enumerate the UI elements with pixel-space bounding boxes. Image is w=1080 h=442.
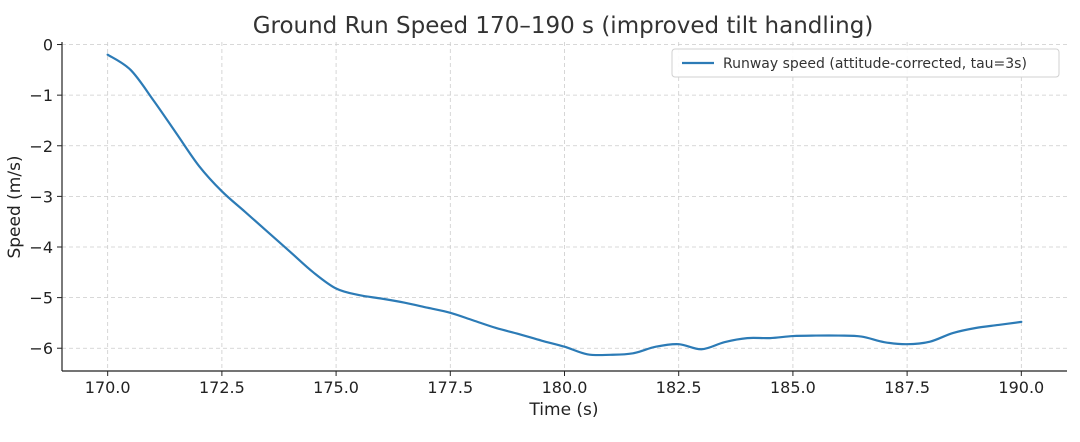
series-line-runway-speed: [106, 53, 1023, 357]
chart-title: Ground Run Speed 170–190 s (improved til…: [253, 13, 874, 39]
y-ticks: 0 −1 −2 −3 −4 −5 −6: [29, 36, 62, 358]
x-tick-label: 180.0: [542, 378, 588, 397]
x-tick-label: 187.5: [884, 378, 930, 397]
x-tick-label: 175.0: [313, 378, 359, 397]
y-tick-label: −5: [29, 289, 53, 308]
x-tick-label: 177.5: [427, 378, 473, 397]
legend-box: [671, 48, 1060, 78]
x-tick-label: 185.0: [770, 378, 816, 397]
x-tick-label: 182.5: [656, 378, 702, 397]
y-axis-label: Speed (m/s): [5, 155, 25, 258]
y-tick-label: 0: [43, 36, 53, 55]
y-tick-label: −3: [29, 187, 53, 206]
series-layer: [106, 53, 1023, 357]
grid: [62, 42, 1067, 371]
y-tick-label: −4: [29, 238, 53, 257]
x-tick-label: 172.5: [199, 378, 245, 397]
y-tick-label: −1: [29, 86, 53, 105]
legend: Runway speed (attitude-corrected, tau=3s…: [671, 48, 1060, 78]
legend-label: Runway speed (attitude-corrected, tau=3s…: [723, 56, 1027, 72]
y-tick-label: −6: [29, 339, 53, 358]
y-tick-label: −2: [29, 137, 53, 156]
x-tick-label: 190.0: [998, 378, 1044, 397]
x-tick-label: 170.0: [85, 378, 131, 397]
x-ticks: 170.0 172.5 175.0 177.5 180.0 182.5 185.0 187.5…: [85, 371, 1044, 397]
x-axis-label: Time (s): [528, 400, 598, 420]
